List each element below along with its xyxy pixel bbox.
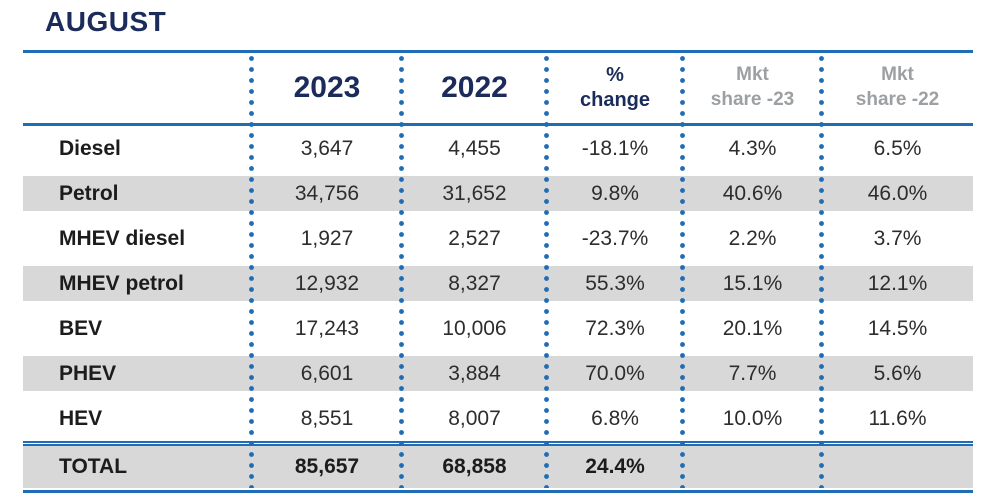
header-mkt22-line2: share -22 <box>855 89 940 110</box>
column-separator-dots <box>399 53 404 488</box>
value-pct-change: 9.8% <box>591 181 639 205</box>
page-title: AUGUST <box>45 6 167 37</box>
table-row: PHEV 6,601 3,884 70.0% 7.7% 5.6% <box>23 351 973 396</box>
row-label: MHEV petrol <box>59 271 184 295</box>
value-mkt-share-23: 7.7% <box>728 361 777 385</box>
row-label: HEV <box>59 406 103 430</box>
header-bottom-rule <box>23 123 973 126</box>
header-mkt23-line1: Mkt <box>736 64 769 86</box>
header-mkt23-line2: share -23 <box>710 89 795 110</box>
row-label: BEV <box>59 316 103 340</box>
value-mkt-share-22: 5.6% <box>873 361 922 385</box>
table-top-rule <box>23 50 973 53</box>
value-2023: 17,243 <box>294 316 360 340</box>
header-2022: 2022 <box>441 71 508 104</box>
total-2022: 68,858 <box>442 455 507 478</box>
row-label: Diesel <box>59 136 121 160</box>
value-2022: 31,652 <box>442 181 507 205</box>
value-pct-change: 72.3% <box>585 316 645 340</box>
table-row: MHEV petrol 12,932 8,327 55.3% 15.1% 12.… <box>23 261 973 306</box>
table-row: Petrol 34,756 31,652 9.8% 40.6% 46.0% <box>23 171 973 216</box>
header-pct-line1: % <box>606 64 624 86</box>
value-mkt-share-22: 46.0% <box>867 181 928 205</box>
value-mkt-share-22: 12.1% <box>867 271 928 295</box>
header-mkt22-line1: Mkt <box>881 64 914 86</box>
value-pct-change: 6.8% <box>591 406 639 430</box>
value-mkt-share-23: 2.2% <box>728 226 777 250</box>
total-2023: 85,657 <box>294 455 360 478</box>
value-mkt-share-23: 10.0% <box>722 406 783 430</box>
header-empty-cell <box>23 53 252 123</box>
value-pct-change: -18.1% <box>581 136 649 160</box>
value-mkt-share-23: 4.3% <box>728 136 777 160</box>
registrations-table: 2023 2022 % change Mkt share -23 Mkt sha… <box>23 50 973 493</box>
value-2023: 1,927 <box>300 226 354 250</box>
value-2023: 8,551 <box>300 406 354 430</box>
value-2022: 8,007 <box>448 406 501 430</box>
value-pct-change: 55.3% <box>585 271 645 295</box>
value-pct-change: -23.7% <box>581 226 649 250</box>
header-pct-change: % change <box>547 53 683 123</box>
value-2022: 4,455 <box>448 136 501 160</box>
total-pct-change: 24.4% <box>585 455 645 478</box>
table-row: MHEV diesel 1,927 2,527 -23.7% 2.2% 3.7% <box>23 216 973 261</box>
table-bottom-rule <box>23 488 973 493</box>
table-row: Diesel 3,647 4,455 -18.1% 4.3% 6.5% <box>23 126 973 171</box>
row-label: Petrol <box>59 181 119 205</box>
table-row: BEV 17,243 10,006 72.3% 20.1% 14.5% <box>23 306 973 351</box>
value-2022: 8,327 <box>448 271 501 295</box>
total-row: TOTAL 85,657 68,858 24.4% <box>23 446 973 488</box>
column-separator-dots <box>249 53 254 488</box>
value-mkt-share-23: 15.1% <box>722 271 783 295</box>
value-mkt-share-23: 40.6% <box>722 181 783 205</box>
header-pct-line2: change <box>579 89 651 111</box>
row-label: MHEV diesel <box>59 226 186 250</box>
column-separator-dots <box>680 53 685 488</box>
total-top-double-rule <box>23 441 973 446</box>
value-2023: 12,932 <box>294 271 360 295</box>
header-2023: 2023 <box>293 71 361 104</box>
header-mkt-share-22: Mkt share -22 <box>822 53 973 123</box>
value-2022: 3,884 <box>448 361 501 385</box>
table-header-row: 2023 2022 % change Mkt share -23 Mkt sha… <box>23 53 973 123</box>
value-mkt-share-22: 11.6% <box>868 406 927 430</box>
value-mkt-share-22: 14.5% <box>867 316 928 340</box>
value-2023: 34,756 <box>294 181 360 205</box>
column-separator-dots <box>819 53 824 488</box>
value-mkt-share-23: 20.1% <box>722 316 783 340</box>
row-label: PHEV <box>59 361 117 385</box>
value-2022: 2,527 <box>448 226 501 250</box>
value-mkt-share-22: 3.7% <box>873 226 922 250</box>
value-pct-change: 70.0% <box>585 361 645 385</box>
value-2023: 3,647 <box>300 136 354 160</box>
value-2022: 10,006 <box>442 316 507 340</box>
header-mkt-share-23: Mkt share -23 <box>683 53 822 123</box>
total-label: TOTAL <box>59 455 128 478</box>
column-separator-dots <box>544 53 549 488</box>
value-mkt-share-22: 6.5% <box>873 136 922 160</box>
table-body: Diesel 3,647 4,455 -18.1% 4.3% 6.5% Petr… <box>23 126 973 441</box>
table-row: HEV 8,551 8,007 6.8% 10.0% 11.6% <box>23 396 973 441</box>
value-2023: 6,601 <box>300 361 354 385</box>
